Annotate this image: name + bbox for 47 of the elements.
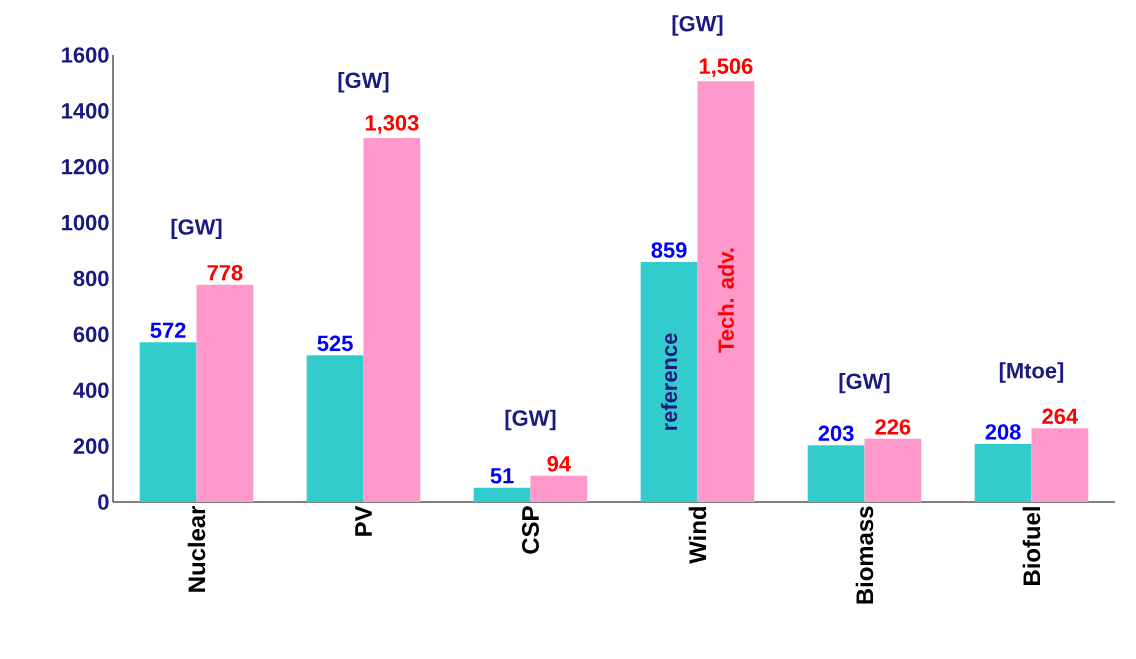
bar bbox=[640, 262, 698, 502]
data-label: 1,506 bbox=[699, 58, 753, 78]
series-label: reference bbox=[661, 333, 678, 430]
bar bbox=[1031, 428, 1089, 502]
y-tick-label: 200 bbox=[73, 438, 109, 454]
bar bbox=[473, 487, 531, 502]
x-tick-label: Biomass bbox=[855, 506, 874, 604]
data-label: 1,303 bbox=[365, 115, 419, 134]
data-label: 525 bbox=[317, 335, 353, 352]
data-label: 226 bbox=[875, 419, 911, 435]
annotation: [GW] bbox=[505, 409, 556, 431]
data-label: 572 bbox=[150, 322, 186, 338]
bar bbox=[697, 81, 755, 502]
y-tick-label: 0 bbox=[98, 494, 109, 510]
bar bbox=[864, 438, 922, 502]
x-tick-label: Wind bbox=[688, 507, 707, 564]
annotation: [GW] bbox=[338, 72, 389, 93]
data-label: 94 bbox=[547, 456, 571, 472]
x-tick-label: PV bbox=[355, 505, 372, 536]
bar bbox=[807, 445, 865, 502]
x-tick-label: Nuclear bbox=[187, 505, 206, 592]
bar bbox=[306, 355, 364, 502]
y-tick-label: 1200 bbox=[62, 158, 109, 175]
annotation: [Mtoe] bbox=[999, 362, 1064, 383]
y-tick-label: 1000 bbox=[62, 214, 109, 231]
y-tick-label: 1600 bbox=[62, 47, 109, 63]
series-label: Tech. adv. bbox=[717, 248, 734, 353]
data-label: 859 bbox=[651, 242, 687, 258]
bar bbox=[139, 342, 197, 502]
bar bbox=[530, 475, 588, 502]
y-tick-label: 600 bbox=[73, 326, 109, 343]
bar bbox=[363, 137, 421, 502]
annotation: [GW] bbox=[839, 372, 890, 394]
x-tick-label: Biofuel bbox=[1022, 507, 1041, 585]
data-label: 208 bbox=[985, 424, 1021, 440]
bar bbox=[974, 443, 1032, 502]
data-label: 778 bbox=[207, 264, 243, 281]
data-label: 203 bbox=[818, 425, 854, 442]
data-label: 51 bbox=[490, 468, 514, 484]
bar bbox=[196, 284, 254, 502]
y-tick-label: 400 bbox=[73, 382, 109, 399]
text: [GW] bbox=[672, 15, 723, 36]
y-tick-label: 1400 bbox=[62, 103, 109, 119]
y-tick-label: 800 bbox=[73, 270, 109, 287]
data-label: 264 bbox=[1042, 408, 1079, 425]
annotation: [GW] bbox=[171, 218, 222, 240]
x-tick-label: CSP bbox=[522, 506, 539, 554]
